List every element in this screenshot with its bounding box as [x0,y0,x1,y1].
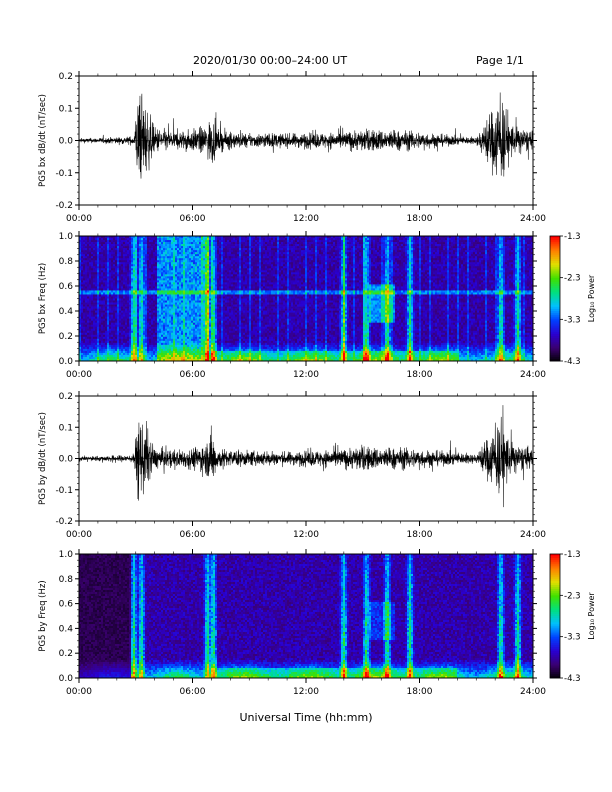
y-tick-label: 0.8 [59,575,74,585]
y-tick-label: 0.1 [59,104,73,114]
colorbar-tick-label: -1.3 [564,550,581,560]
y-tick-label: 0.0 [59,674,74,684]
x-tick-label: 00:00 [66,370,92,380]
x-tick-label: 12:00 [293,687,319,697]
y-tick-label: 0.0 [59,357,74,367]
x-tick-label: 00:00 [66,530,92,540]
colorbar-tick-label: -1.3 [564,232,581,242]
y-tick-label: 1.0 [59,550,74,560]
x-tick-label: 24:00 [520,214,546,224]
y-tick-label: -0.1 [55,169,73,179]
y-tick-label: 0.1 [59,423,73,433]
y-tick-label: 1.0 [59,232,74,242]
y-axis-label: PG5 bx Freq (Hz) [38,263,48,334]
y-tick-label: 0.4 [59,307,74,317]
y-tick-label: 0.2 [59,392,73,402]
y-tick-label: 0.6 [59,600,74,610]
x-tick-label: 06:00 [180,530,206,540]
x-tick-label: 18:00 [407,530,433,540]
x-tick-label: 06:00 [180,687,206,697]
y-tick-label: 0.0 [59,455,74,465]
colorbar-tick-label: -2.3 [564,591,581,601]
y-tick-label: 0.6 [59,282,74,292]
x-tick-label: 06:00 [180,214,206,224]
panel-3-axes: 0.2 0.1 0.0 -0.1 -0.2 00:00 06:00 12:00 18:00 24:… [38,391,546,540]
colorbar-tick-label: -2.3 [564,274,581,284]
y-tick-label: 0.4 [59,624,74,634]
y-tick-label: 0.8 [59,257,74,267]
x-tick-label: 06:00 [180,370,206,380]
x-tick-label: 18:00 [407,370,433,380]
x-axis-label: Universal Time (hh:mm) [240,711,373,724]
x-tick-label: 24:00 [520,370,546,380]
colorbar-tick-label: -4.3 [564,357,581,367]
colorbar-label: Log₁₀ Power [587,592,596,640]
y-tick-label: 0.2 [59,332,73,342]
y-tick-label: 0.2 [59,72,73,82]
x-tick-label: 18:00 [407,687,433,697]
y-tick-label: -0.2 [55,201,73,211]
colorbar-label: Log₁₀ Power [587,274,596,322]
x-tick-label: 24:00 [520,530,546,540]
y-axis-label: PG5 by dB/dt (nT/sec) [38,412,48,505]
colorbar-tick-label: -3.3 [564,315,581,325]
panel-1-axes: 0.2 0.1 0.0 -0.1 -0.2 00:00 06:00 12:00 18:00 24:… [38,71,546,224]
colorbar-tick-label: -4.3 [564,674,581,684]
x-tick-label: 12:00 [293,214,319,224]
x-tick-label: 00:00 [66,687,92,697]
y-axis-label: PG5 bx dB/dt (nT/sec) [38,94,48,187]
colorbar-4: -1.3 -2.3 -3.3 -4.3 Log₁₀ Power [550,550,596,684]
spectrogram-2 [79,236,533,361]
colorbar-2: -1.3 -2.3 -3.3 -4.3 Log₁₀ Power [550,232,596,367]
series-line-3 [79,405,533,507]
spectrogram-4 [79,554,533,678]
x-tick-label: 12:00 [293,370,319,380]
y-tick-label: -0.1 [55,486,73,496]
colorbar-tick-label: -3.3 [564,633,581,643]
y-axis-label: PG5 by Freq (Hz) [38,580,48,651]
y-tick-label: 0.2 [59,649,73,659]
y-tick-label: 0.0 [59,137,74,147]
x-tick-label: 24:00 [520,687,546,697]
y-tick-label: -0.2 [55,517,73,527]
x-tick-label: 18:00 [407,214,433,224]
x-tick-label: 00:00 [66,214,92,224]
x-tick-label: 12:00 [293,530,319,540]
series-line-1 [79,92,533,178]
